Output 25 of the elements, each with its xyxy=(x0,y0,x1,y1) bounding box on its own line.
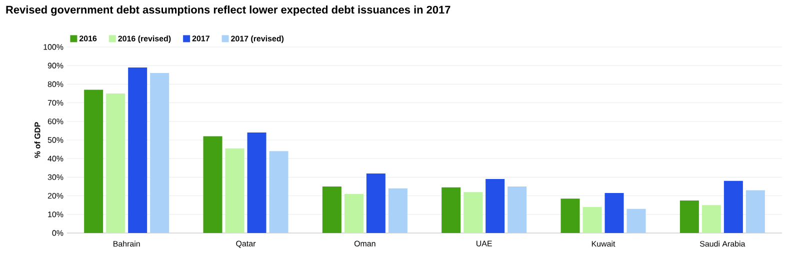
bar xyxy=(442,187,461,233)
bar xyxy=(388,188,408,233)
bar xyxy=(150,73,170,233)
bar xyxy=(486,179,505,233)
bar xyxy=(128,67,148,233)
bar xyxy=(225,148,244,233)
bar xyxy=(626,208,646,233)
bar xyxy=(322,186,342,233)
bar xyxy=(508,186,527,233)
bar xyxy=(106,94,126,233)
bar xyxy=(702,205,721,233)
bar xyxy=(724,180,743,233)
bar xyxy=(582,206,602,233)
bar xyxy=(269,151,288,233)
bar xyxy=(604,193,624,233)
bar xyxy=(366,173,386,233)
bar xyxy=(746,190,765,233)
bar xyxy=(247,132,266,233)
chart-title: Revised government debt assumptions reflect lower expected debt issuances in 2017 xyxy=(6,6,450,16)
bar xyxy=(344,194,364,233)
bar xyxy=(680,200,699,233)
bar xyxy=(464,192,483,233)
bar xyxy=(560,198,580,233)
bar xyxy=(203,136,222,233)
bar xyxy=(84,90,104,233)
